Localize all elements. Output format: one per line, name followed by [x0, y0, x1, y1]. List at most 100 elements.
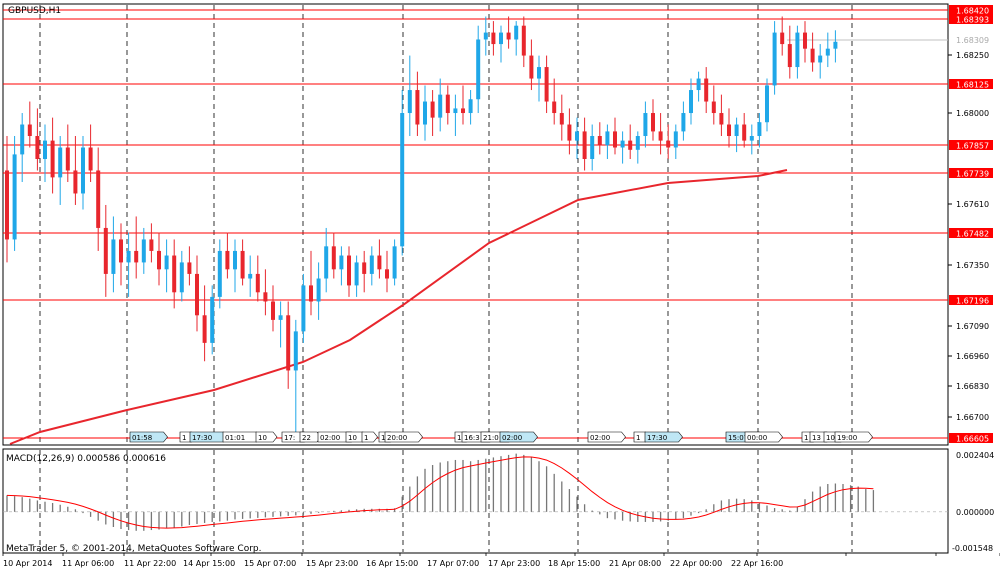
candle-body [643, 113, 648, 137]
event-tag-box [361, 431, 378, 443]
candle-body [514, 25, 519, 40]
event-tag-box [744, 431, 783, 443]
candle-body [369, 255, 374, 274]
event-tag-label: 1 [182, 434, 186, 442]
candle-body [445, 94, 450, 114]
candle-body [81, 147, 85, 194]
candle-body [103, 227, 108, 274]
event-tag-label: 02:00 [320, 434, 340, 442]
moving-average [9, 169, 788, 445]
candle-body [803, 32, 807, 49]
candle-body [187, 262, 192, 274]
candle-body [559, 113, 564, 125]
candle-body [719, 113, 724, 125]
price-level-marker [949, 433, 993, 443]
event-tags: 01:58 1 17:30 01:01 10 17: 22 02:00 10 1 1 20:00 1 16… [129, 431, 873, 443]
macd-axis-zero: 0.000000 [956, 508, 994, 517]
candle-body [293, 331, 298, 371]
price-tick-label: 1.68250 [956, 51, 989, 60]
candle-body [286, 315, 291, 371]
candle-body [529, 55, 534, 79]
event-tag-label: 13 [812, 434, 821, 442]
candle-body [149, 239, 154, 251]
candle-body [255, 273, 260, 293]
price-tick-label: 1.68000 [956, 109, 989, 118]
candle-body [43, 140, 47, 159]
candle-body [58, 147, 63, 178]
macd-signal-line [6, 456, 874, 529]
price-tick-label: 1.66830 [956, 382, 989, 391]
time-tick-label: 21 Apr 08:00 [609, 559, 661, 568]
candle-body [742, 124, 747, 141]
candle-body [164, 255, 169, 270]
candle-body [20, 124, 25, 155]
event-tag-label: 01:58 [132, 434, 152, 442]
event-tag-label: 1 [381, 434, 385, 442]
time-tick-label: 15 Apr 23:00 [306, 559, 358, 568]
candle-body [179, 262, 184, 293]
time-tick-label: 22 Apr 00:00 [670, 559, 722, 568]
time-tick-label: 16 Apr 15:00 [366, 559, 418, 568]
watermark: MetaTrader 5, © 2001-2014, MetaQuotes So… [6, 544, 262, 554]
candle-body [377, 255, 382, 270]
price-level-label: 1.67857 [956, 142, 989, 151]
candle-body [157, 250, 161, 270]
candle-body [825, 48, 830, 56]
event-tag-box [129, 431, 168, 443]
event-tag-box [499, 431, 538, 443]
candle-body [468, 99, 473, 114]
candle-body [88, 147, 93, 171]
candle-body [278, 315, 283, 320]
candle-body [217, 250, 222, 297]
candle-body [689, 90, 693, 114]
candle-body [407, 90, 412, 114]
candle-body [575, 131, 579, 141]
candle-body [628, 140, 633, 150]
candle-body [757, 122, 762, 137]
candle-body [772, 32, 777, 86]
candle-body [65, 147, 70, 171]
event-tag-box [384, 431, 423, 443]
candle-body [331, 246, 336, 270]
candle-body [613, 131, 617, 148]
candle-body [233, 250, 237, 270]
time-tick-label: 18 Apr 15:00 [548, 559, 600, 568]
macd-axis-top: 0.002404 [956, 451, 994, 460]
price-tick-label: 1.66700 [956, 413, 989, 422]
candle-body [590, 136, 595, 159]
time-tick-label: 11 Apr 22:00 [124, 559, 176, 568]
time-tick-label: 15 Apr 07:00 [244, 559, 296, 568]
event-tag-label: 1 [804, 434, 808, 442]
event-tag-label: 1 [364, 434, 368, 442]
price-tick-label: 1.67610 [956, 200, 989, 209]
candle-body [126, 250, 131, 263]
event-tag-label: 01:01 [225, 434, 245, 442]
candle-body [263, 292, 268, 302]
time-tick-label: 17 Apr 23:00 [488, 559, 540, 568]
price-tick-label: 1.66960 [956, 352, 989, 361]
candle-body [833, 41, 838, 49]
candle-body [400, 113, 405, 247]
price-tick-label: 1.67350 [956, 261, 989, 270]
candle-body [597, 136, 602, 146]
event-tag-label: 10 [258, 434, 267, 442]
candle-body [73, 170, 78, 194]
price-level-label: 1.66605 [956, 435, 989, 444]
candle-body [240, 250, 245, 279]
candle-body [172, 255, 177, 293]
price-level-marker [949, 14, 993, 24]
candle-body [362, 262, 367, 274]
candle-body [309, 285, 313, 302]
macd-indicator: 0.002404 0.000000 -0.001548 [3, 451, 994, 553]
candle-body [271, 301, 275, 320]
price-level-label: 1.68393 [956, 16, 989, 25]
candle-body [749, 136, 754, 141]
event-tag-label: 15:07 [728, 434, 748, 442]
candle-body [704, 78, 709, 102]
candle-body [673, 131, 678, 148]
current-price-label: 1.68309 [956, 36, 989, 45]
candle-body [453, 108, 458, 114]
candle-body [681, 113, 686, 132]
